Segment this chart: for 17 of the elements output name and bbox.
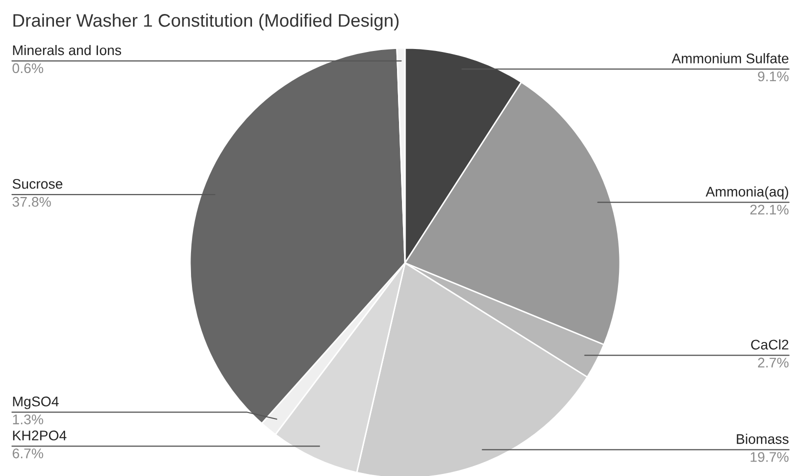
slice-label: CaCl2 xyxy=(751,339,788,350)
slice-label: Ammonia(aq) xyxy=(706,186,788,200)
data-label: 37.8% xyxy=(12,196,51,207)
slice-label: Biomass xyxy=(736,434,788,444)
data-label: 6.7% xyxy=(12,448,44,458)
slice-label: MgSO4 xyxy=(13,396,59,410)
data-label: 0.6% xyxy=(12,63,44,74)
data-label: 1.3% xyxy=(13,414,44,424)
slice-label: Minerals and Ions xyxy=(13,44,122,56)
data-label: 9.1% xyxy=(758,71,789,82)
slice-label: KH2PO4 xyxy=(13,430,66,440)
chart-title: Drainer Washer 1 Constitution (Modified Design) xyxy=(13,14,399,30)
data-label: 19.7% xyxy=(750,452,789,462)
data-label: 2.7% xyxy=(758,358,789,368)
data-label: 22.1% xyxy=(750,204,789,215)
slice-label: Sucrose xyxy=(12,178,62,189)
slice-label: Ammonium Sulfate xyxy=(672,53,788,64)
